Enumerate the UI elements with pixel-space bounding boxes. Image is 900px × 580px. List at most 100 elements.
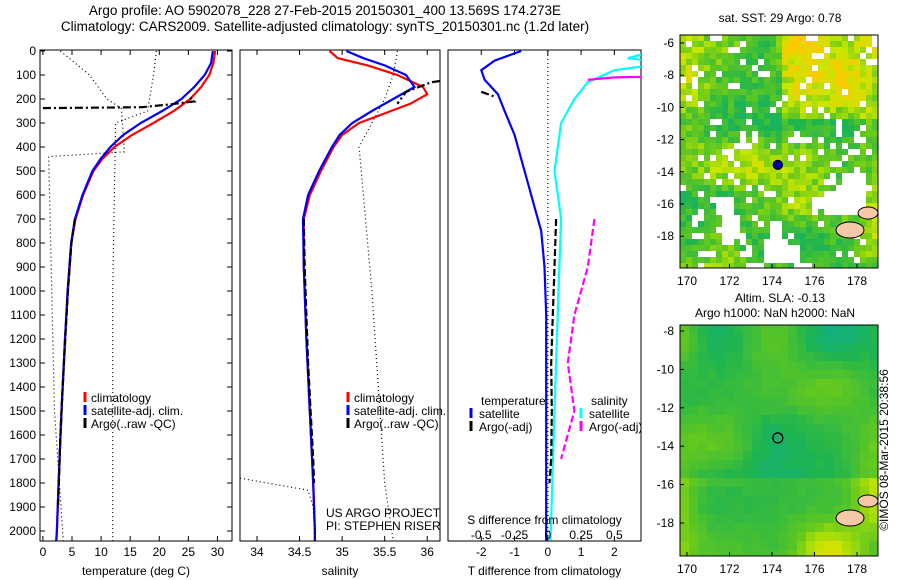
map-cell — [818, 59, 824, 65]
map-cell — [788, 107, 794, 113]
map-cell — [722, 119, 728, 125]
map-cell — [842, 35, 848, 41]
map-cell — [698, 451, 707, 460]
map-cell — [698, 406, 707, 415]
x-tick-label: 174 — [762, 562, 782, 576]
map-cell — [746, 257, 752, 263]
map-cell — [680, 41, 686, 47]
map-cell — [692, 155, 698, 161]
map-cell — [860, 161, 866, 167]
map-cell — [800, 173, 806, 179]
map-cell — [788, 334, 797, 343]
map-cell — [815, 550, 824, 556]
map-cell — [872, 215, 878, 221]
map-cell — [788, 41, 794, 47]
map-cell — [752, 107, 758, 113]
map-cell — [818, 113, 824, 119]
map-cell — [872, 227, 878, 233]
map-cell — [680, 343, 689, 352]
map-cell — [743, 415, 752, 424]
map-cell — [752, 191, 758, 197]
map-cell — [872, 233, 878, 239]
map-cell — [836, 89, 842, 95]
map-cell — [824, 185, 830, 191]
map-cell — [836, 107, 842, 113]
map-cell — [848, 143, 854, 149]
map-cell — [830, 149, 836, 155]
map-cell — [734, 257, 740, 263]
map-cell — [806, 149, 812, 155]
map-cell — [806, 251, 812, 257]
map-cell — [680, 161, 686, 167]
map-cell — [800, 59, 806, 65]
map-cell — [854, 245, 860, 251]
map-cell — [743, 469, 752, 478]
map-cell — [851, 433, 860, 442]
map-cell — [734, 361, 743, 370]
map-cell — [764, 77, 770, 83]
map-cell — [761, 424, 770, 433]
map-cell — [764, 221, 770, 227]
map-cell — [689, 487, 698, 496]
map-cell — [854, 89, 860, 95]
map-cell — [728, 53, 734, 59]
map-cell — [806, 161, 812, 167]
map-cell — [710, 41, 716, 47]
map-cell — [872, 95, 878, 101]
y-tick-label: 1200 — [9, 332, 36, 346]
map-cell — [770, 442, 779, 451]
map-cell — [680, 505, 689, 514]
map-cell — [872, 53, 878, 59]
map-cell — [704, 245, 710, 251]
map-cell — [722, 125, 728, 131]
map-cell — [728, 143, 734, 149]
map-cell — [869, 478, 878, 487]
map-cell — [830, 257, 836, 263]
map-cell — [788, 191, 794, 197]
map-cell — [743, 424, 752, 433]
map-cell — [764, 185, 770, 191]
map-cell — [725, 415, 734, 424]
map-cell — [764, 47, 770, 53]
map-cell — [842, 550, 851, 556]
map-cell — [746, 173, 752, 179]
y-tick-label: 800 — [16, 236, 36, 250]
map-cell — [722, 95, 728, 101]
map-cell — [788, 83, 794, 89]
map-cell — [854, 161, 860, 167]
map-cell — [872, 203, 878, 209]
map-cell — [704, 71, 710, 77]
map-cell — [698, 469, 707, 478]
map-cell — [794, 71, 800, 77]
map-cell — [761, 406, 770, 415]
map-cell — [818, 155, 824, 161]
map-cell — [698, 325, 707, 334]
map-cell — [743, 370, 752, 379]
map-cell — [758, 143, 764, 149]
map-cell — [770, 478, 779, 487]
map-cell — [818, 239, 824, 245]
map-cell — [860, 113, 866, 119]
legend-label: climatology — [91, 391, 151, 405]
map-cell — [776, 77, 782, 83]
map-cell — [794, 143, 800, 149]
map-cell — [722, 173, 728, 179]
map-cell — [710, 77, 716, 83]
map-cell — [794, 47, 800, 53]
map-cell — [761, 343, 770, 352]
map-cell — [776, 167, 782, 173]
map-cell — [836, 41, 842, 47]
map-cell — [872, 161, 878, 167]
map-cell — [722, 71, 728, 77]
map-cell — [692, 263, 698, 268]
map-cell — [692, 53, 698, 59]
map-cell — [872, 167, 878, 173]
map-cell — [869, 523, 878, 532]
map-cell — [740, 245, 746, 251]
map-cell — [800, 65, 806, 71]
map-cell — [869, 361, 878, 370]
map-cell — [761, 532, 770, 541]
map-cell — [680, 209, 686, 215]
map-cell — [704, 263, 710, 268]
